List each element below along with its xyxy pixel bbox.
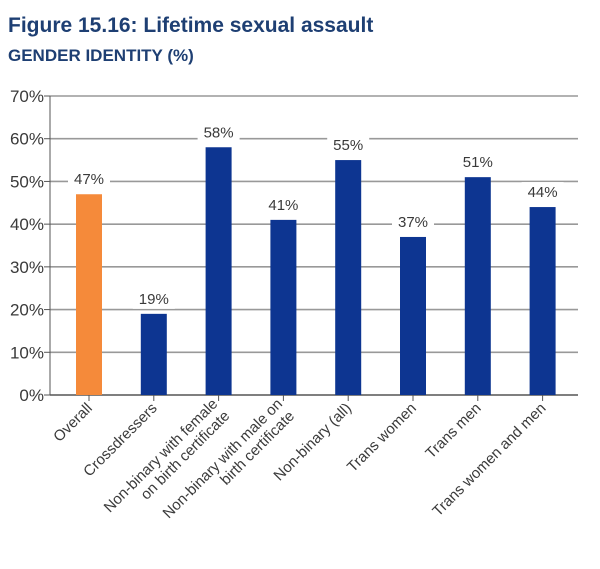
category-label-line: Non-binary with female bbox=[101, 396, 221, 516]
y-tick-label: 40% bbox=[10, 215, 44, 234]
data-label: 44% bbox=[528, 184, 558, 201]
data-label: 19% bbox=[139, 291, 169, 308]
data-label-bg bbox=[132, 288, 175, 309]
data-label: 41% bbox=[268, 197, 298, 214]
bar bbox=[529, 207, 556, 395]
bar bbox=[205, 147, 232, 395]
bar bbox=[464, 177, 491, 395]
category-label-line: Trans men bbox=[422, 400, 484, 462]
bar bbox=[335, 160, 362, 395]
category-label-line: Trans women bbox=[344, 400, 420, 476]
y-tick-label: 10% bbox=[10, 343, 44, 362]
category-label-line: Trans women and men bbox=[429, 400, 549, 520]
data-label: 37% bbox=[398, 214, 428, 231]
category-label: Overall bbox=[50, 400, 96, 446]
chart-title: Figure 15.16: Lifetime sexual assault bbox=[8, 14, 374, 37]
data-label-bg bbox=[68, 169, 110, 190]
y-tick-label: 60% bbox=[10, 130, 44, 149]
data-label-bg bbox=[521, 182, 564, 203]
category-label: Trans men bbox=[422, 400, 484, 462]
bar bbox=[270, 219, 297, 395]
data-label: 51% bbox=[463, 154, 493, 171]
bar bbox=[140, 313, 167, 395]
data-label: 55% bbox=[333, 137, 363, 154]
data-label: 47% bbox=[74, 171, 104, 188]
y-tick-label: 50% bbox=[10, 172, 44, 191]
data-label-bg bbox=[262, 194, 305, 215]
y-tick-label: 0% bbox=[19, 386, 44, 405]
data-label-bg bbox=[327, 135, 370, 156]
bar bbox=[76, 194, 102, 395]
category-label-line: Overall bbox=[50, 400, 96, 446]
y-tick-label: 30% bbox=[10, 258, 44, 277]
chart-subtitle: GENDER IDENTITY (%) bbox=[8, 46, 194, 65]
y-tick-label: 20% bbox=[10, 301, 44, 320]
data-label-bg bbox=[197, 122, 240, 143]
data-label: 58% bbox=[204, 124, 234, 141]
category-label: Trans women bbox=[344, 400, 420, 476]
bar bbox=[400, 236, 426, 395]
category-label: Trans women and men bbox=[429, 400, 549, 520]
data-label-bg bbox=[456, 152, 499, 173]
y-tick-label: 70% bbox=[10, 87, 44, 106]
data-label-bg bbox=[392, 211, 434, 232]
